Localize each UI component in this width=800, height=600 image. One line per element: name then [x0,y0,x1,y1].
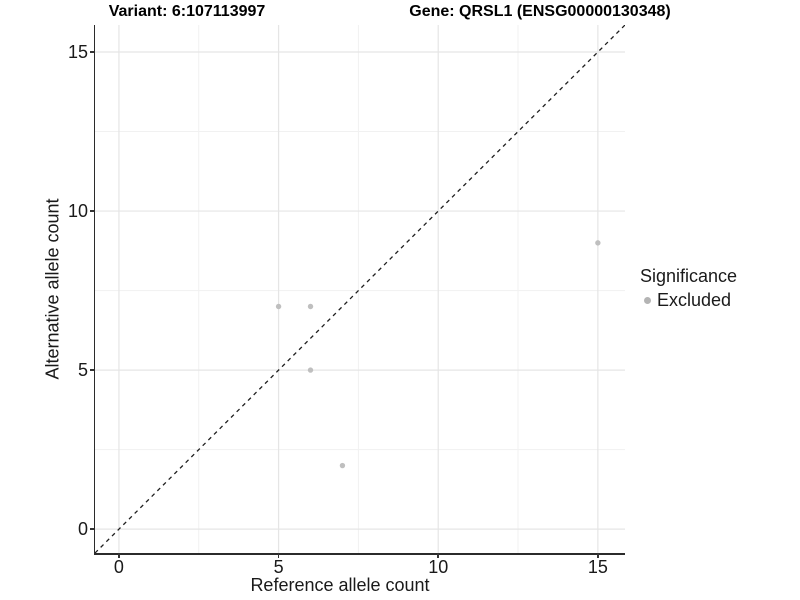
x-tick-mark [597,553,599,558]
y-tick-mark [89,528,94,530]
x-axis-line [93,553,625,555]
legend: Significance Excluded [638,266,737,311]
y-axis-title: Alternative allele count [42,198,63,380]
chart-canvas [95,25,625,553]
x-tick-label: 0 [113,557,124,577]
x-tick-mark [118,553,120,558]
y-tick-label: 0 [77,519,88,540]
x-tick-mark [437,553,439,558]
legend-title: Significance [640,266,738,286]
x-axis-title: Reference allele count [250,575,430,595]
x-tick-mark [277,553,280,558]
identity-reference-line [95,25,625,553]
y-axis-line [93,25,95,554]
legend-entry-excluded: Excluded [638,290,737,311]
plot-panel [95,25,625,553]
legend-key-dot-icon [644,297,651,304]
y-tick-label: 10 [67,201,88,222]
data-point [307,367,314,373]
y-tick-label: 15 [67,42,88,63]
x-tick-label: 10 [428,557,449,577]
y-tick-mark [89,210,94,212]
x-tick-label: 15 [587,557,608,577]
x-tick-label: 5 [273,557,284,577]
data-point [339,462,346,469]
data-point [275,303,282,310]
y-tick-mark [89,369,94,371]
legend-entry-label: Excluded [657,290,732,310]
plot-title-variant: Variant: 6:107113997 [108,3,266,20]
y-tick-label: 5 [77,360,88,381]
data-point [307,303,314,310]
y-tick-mark [89,51,94,53]
plot-title-gene: Gene: QRSL1 (ENSG00000130348) [409,3,671,20]
data-point [595,240,601,246]
